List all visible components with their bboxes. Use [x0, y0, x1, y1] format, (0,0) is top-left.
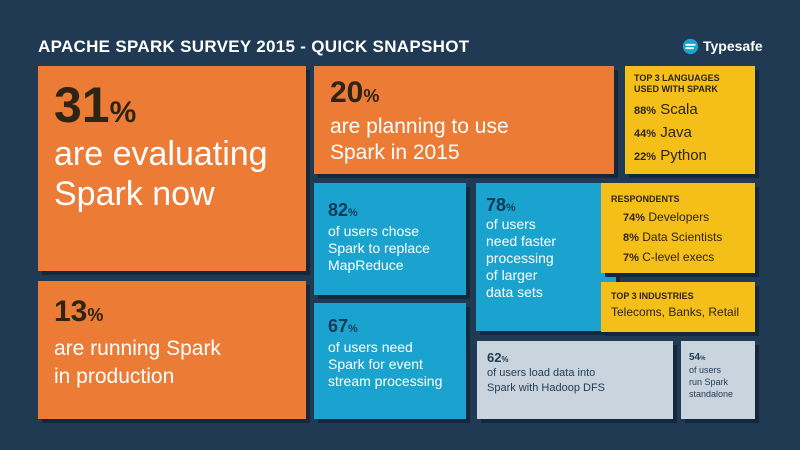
- language-percent: 88: [634, 105, 647, 117]
- stat-text-line: are evaluating: [54, 135, 268, 173]
- stat-tile-event-stream: 67% of users need Spark for event stream…: [314, 303, 466, 419]
- language-percent: 22: [634, 151, 647, 163]
- language-unit: %: [646, 151, 657, 163]
- respondents-tile: RESPONDENTS 74% Developers 8% Data Scien…: [601, 183, 755, 273]
- respondent-row: 8% Data Scientists: [611, 228, 755, 248]
- stat-unit: %: [87, 305, 104, 325]
- language-percent: 44: [634, 128, 647, 140]
- stat-percent: 31%: [54, 80, 306, 130]
- stat-tile-production: 13% are running Spark in production: [38, 281, 306, 419]
- language-name: Java: [660, 124, 692, 141]
- stat-unit: %: [348, 207, 358, 219]
- respondent-role: Data Scientists: [642, 230, 723, 244]
- languages-tile: TOP 3 LANGUAGES USED WITH SPARK 88% Scal…: [625, 66, 755, 174]
- stat-number: 20: [330, 76, 364, 109]
- stat-number: 67: [328, 316, 349, 336]
- stat-tile-hadoop: 62% of users load data into Spark with H…: [477, 341, 673, 419]
- stat-unit: %: [506, 202, 516, 214]
- languages-header-line: USED WITH SPARK: [634, 84, 718, 94]
- stat-percent: 78%: [486, 196, 616, 214]
- stat-text-line: of users load data into: [487, 367, 596, 379]
- stat-tile-standalone: 54% of users run Spark standalone: [681, 341, 755, 419]
- stat-unit: %: [109, 96, 137, 129]
- stat-unit: %: [501, 355, 509, 364]
- stat-text-line: of users: [689, 365, 722, 375]
- respondent-row: 7% C-level execs: [611, 248, 755, 268]
- industries-tile: TOP 3 INDUSTRIES Telecoms, Banks, Retail: [601, 282, 755, 332]
- respondent-unit: %: [629, 232, 639, 244]
- stat-text-line: processing: [486, 250, 554, 266]
- stat-unit: %: [363, 86, 380, 106]
- stat-number: 78: [486, 195, 507, 215]
- languages-header: TOP 3 LANGUAGES USED WITH SPARK: [634, 73, 755, 95]
- stat-text-line: data sets: [486, 284, 543, 300]
- stat-text-line: of users need: [328, 339, 413, 355]
- language-name: Scala: [660, 101, 698, 118]
- logo-text: Typesafe: [703, 38, 763, 54]
- respondent-row: 74% Developers: [611, 208, 755, 228]
- stat-number: 54: [689, 352, 701, 363]
- stat-text-line: Spark now: [54, 175, 215, 213]
- stat-percent: 67%: [328, 317, 466, 335]
- stat-unit: %: [348, 323, 358, 335]
- respondent-role: Developers: [648, 210, 710, 224]
- stat-text-line: standalone: [689, 389, 734, 399]
- stat-number: 82: [328, 200, 349, 220]
- stat-text-line: of users: [486, 216, 536, 232]
- typesafe-logo: Typesafe: [682, 36, 763, 56]
- stat-tile-planning: 20% are planning to use Spark in 2015: [314, 66, 614, 174]
- stat-text-line: Spark for event: [328, 356, 423, 372]
- language-row: 44% Java: [634, 122, 755, 145]
- stat-text-line: MapReduce: [328, 257, 404, 273]
- stat-number: 13: [54, 295, 88, 328]
- language-name: Python: [660, 147, 707, 164]
- language-unit: %: [646, 105, 657, 117]
- stat-number: 31: [54, 77, 110, 133]
- stat-number: 62: [487, 350, 502, 365]
- respondent-percent: 74: [623, 212, 636, 224]
- stat-text-line: stream processing: [328, 373, 443, 389]
- respondents-header: RESPONDENTS: [611, 194, 680, 204]
- stat-text-line: Spark in 2015: [330, 141, 460, 164]
- industries-list: Telecoms, Banks, Retail: [611, 305, 740, 319]
- stat-text-line: run Spark: [689, 377, 729, 387]
- stat-percent: 13%: [54, 297, 306, 327]
- stat-tile-faster-processing: 78% of users need faster processing of l…: [476, 183, 616, 331]
- language-row: 88% Scala: [634, 99, 755, 122]
- respondent-unit: %: [629, 252, 639, 264]
- stat-unit: %: [700, 356, 706, 362]
- stat-text-line: of larger: [486, 267, 538, 283]
- stat-text-line: are running Spark: [54, 337, 221, 360]
- industries-header: TOP 3 INDUSTRIES: [611, 291, 694, 301]
- stat-text-line: need faster: [486, 233, 557, 249]
- stat-percent: 62%: [487, 351, 673, 364]
- stat-percent: 82%: [328, 201, 466, 219]
- stat-text-line: are planning to use: [330, 115, 509, 138]
- page-title: APACHE SPARK SURVEY 2015 - QUICK SNAPSHO…: [38, 37, 470, 56]
- languages-header-line: TOP 3 LANGUAGES: [634, 73, 720, 83]
- stat-tile-mapreduce: 82% of users chose Spark to replace MapR…: [314, 183, 466, 295]
- stat-text-line: of users chose: [328, 223, 420, 239]
- stat-percent: 54%: [689, 353, 755, 363]
- language-unit: %: [646, 128, 657, 140]
- respondent-role: C-level execs: [642, 250, 715, 264]
- stat-text-line: Spark with Hadoop DFS: [487, 382, 605, 394]
- stat-text-line: Spark to replace: [328, 240, 430, 256]
- typesafe-logo-icon: [682, 38, 699, 54]
- stat-tile-evaluating: 31% are evaluating Spark now: [38, 66, 306, 271]
- respondent-unit: %: [635, 212, 646, 224]
- stat-text-line: in production: [54, 365, 175, 388]
- language-row: 22% Python: [634, 145, 755, 168]
- stat-percent: 20%: [330, 78, 614, 108]
- respondent-percent: 8: [623, 232, 630, 244]
- respondent-percent: 7: [623, 252, 630, 264]
